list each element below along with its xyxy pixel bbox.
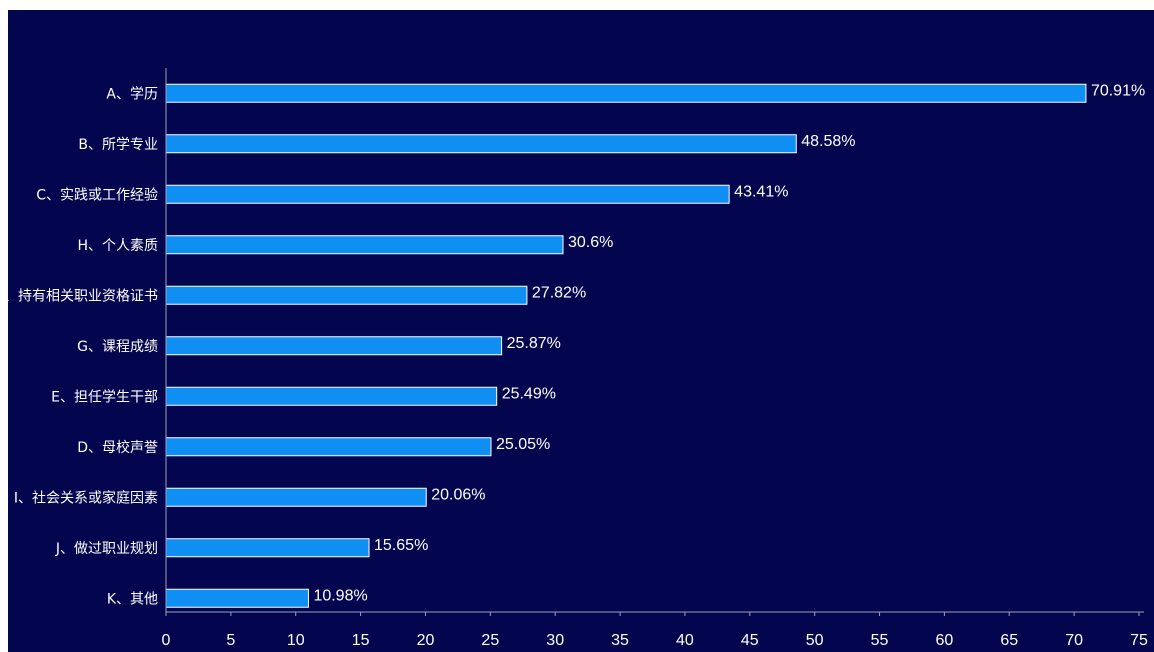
category-label: K、其他	[107, 591, 158, 607]
bar	[165, 285, 528, 305]
value-label: 70.91%	[1091, 82, 1145, 99]
category-label: G、课程成绩	[77, 339, 158, 355]
x-tick-label: 40	[676, 632, 694, 649]
bar-chart: A、学历 B、所学专业 C、实践或工作经验 H、个人素质 F、持有相关职业资格证书 G、课…	[8, 68, 1148, 649]
value-label: 27.82%	[532, 284, 586, 301]
category-label: D、母校声誉	[77, 439, 158, 456]
x-tick-label: 75	[1130, 632, 1148, 649]
x-tick-label: 65	[1000, 632, 1018, 649]
value-label: 20.06%	[431, 486, 485, 503]
value-label: 25.49%	[502, 385, 556, 402]
category-labels-group: A、学历 B、所学专业 C、实践或工作经验 H、个人素质 F、持有相关职业资格证书 G、课…	[8, 86, 158, 607]
bar	[165, 588, 309, 608]
category-label: E、担任学生干部	[51, 389, 158, 405]
value-label: 25.05%	[496, 436, 550, 453]
bars-group	[165, 83, 1087, 608]
x-tick-label: 20	[417, 632, 435, 649]
x-tick-label: 25	[481, 632, 499, 649]
category-label: B、所学专业	[78, 137, 158, 153]
category-label: A、学历	[106, 86, 158, 102]
axes-group	[165, 68, 1144, 613]
bar	[165, 134, 797, 154]
bar	[165, 487, 427, 507]
value-label: 48.58%	[801, 133, 855, 150]
x-tick-label: 60	[936, 632, 954, 649]
x-tick-label: 70	[1065, 632, 1083, 649]
x-tick-label: 0	[162, 632, 171, 649]
value-label: 25.87%	[507, 335, 561, 352]
category-label: I、社会关系或家庭因素	[14, 489, 158, 506]
x-tick-label: 35	[611, 632, 629, 649]
category-label: H、个人素质	[77, 238, 158, 254]
bar	[165, 336, 503, 356]
x-tick-label: 55	[871, 632, 889, 649]
bar	[165, 184, 730, 204]
value-labels-group: 70.91% 48.58% 43.41% 30.6% 27.82% 25.87% 25.49…	[313, 82, 1145, 604]
bar	[165, 538, 370, 558]
bar	[165, 386, 498, 406]
x-tick-label: 50	[806, 632, 824, 649]
bar	[165, 83, 1087, 103]
category-label: F、持有相关职业资格证书	[8, 288, 158, 304]
bar	[165, 437, 492, 457]
x-tick-label: 45	[741, 632, 759, 649]
value-label: 43.41%	[734, 183, 788, 200]
bar	[165, 235, 564, 255]
x-tick-label: 5	[226, 632, 235, 649]
value-label: 15.65%	[374, 537, 428, 554]
x-tick-label: 30	[546, 632, 564, 649]
chart-panel: A、学历 B、所学专业 C、实践或工作经验 H、个人素质 F、持有相关职业资格证书 G、课…	[8, 10, 1154, 652]
x-ticks-group: 0 5 10 15 20 25 30 35 40 45 50 55 60 65 70 75	[162, 612, 1148, 649]
x-tick-label: 10	[287, 632, 305, 649]
x-tick-label: 15	[352, 632, 370, 649]
category-label: C、实践或工作经验	[36, 187, 158, 203]
value-label: 10.98%	[313, 587, 367, 604]
value-label: 30.6%	[568, 234, 613, 251]
category-label: J、做过职业规划	[55, 541, 158, 557]
